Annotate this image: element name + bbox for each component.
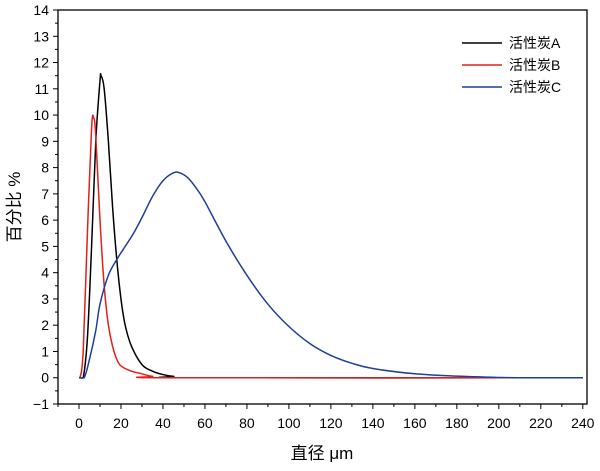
legend-label: 活性炭B <box>509 57 560 73</box>
y-tick-label: 6 <box>41 212 49 228</box>
y-tick-label: 8 <box>41 160 49 176</box>
x-tick-label: 20 <box>113 415 129 431</box>
x-tick-label: 240 <box>571 415 595 431</box>
x-tick-label: 60 <box>197 415 213 431</box>
y-tick-label: 12 <box>33 55 49 71</box>
y-tick-label: 14 <box>33 2 49 18</box>
x-tick-label: 220 <box>529 415 553 431</box>
x-tick-label: 0 <box>75 415 83 431</box>
x-tick-label: 40 <box>155 415 171 431</box>
plot-frame <box>57 9 588 405</box>
axes: 0 20 40 60 80 100 120 140 160 180 200 220 240−101234… <box>33 2 595 431</box>
series-line-2 <box>78 171 583 379</box>
x-tick-label: 140 <box>361 415 385 431</box>
y-tick-label: 13 <box>33 28 49 44</box>
series-line-0 <box>78 72 583 379</box>
y-tick-label: −1 <box>33 396 49 412</box>
legend-label: 活性炭C <box>509 79 561 95</box>
y-tick-label: 10 <box>33 107 49 123</box>
x-axis-label: 直径 μm <box>291 444 354 463</box>
series-line-1 <box>78 114 583 379</box>
y-axis-label: 百分比 % <box>5 172 24 243</box>
y-tick-label: 5 <box>41 238 49 254</box>
legend: 活性炭A 活性炭B 活性炭C <box>462 35 561 95</box>
y-tick-label: 7 <box>41 186 49 202</box>
series-lines <box>78 72 583 379</box>
y-tick-label: 9 <box>41 133 49 149</box>
y-tick-label: 3 <box>41 291 49 307</box>
y-tick-label: 0 <box>41 370 49 386</box>
y-tick-label: 4 <box>41 265 49 281</box>
y-tick-label: 2 <box>41 317 49 333</box>
x-tick-label: 80 <box>239 415 255 431</box>
y-tick-label: 1 <box>41 343 49 359</box>
x-tick-label: 100 <box>277 415 301 431</box>
x-tick-label: 180 <box>445 415 469 431</box>
x-tick-label: 120 <box>319 415 343 431</box>
legend-label: 活性炭A <box>509 35 561 51</box>
y-tick-label: 11 <box>34 81 49 97</box>
x-tick-label: 200 <box>487 415 511 431</box>
x-tick-label: 160 <box>403 415 427 431</box>
